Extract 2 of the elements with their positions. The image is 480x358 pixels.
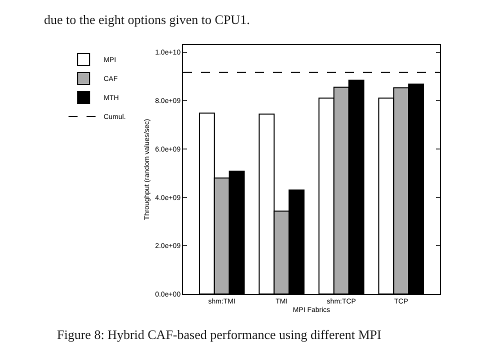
text: due to the eight options given to CPU1. [44,12,250,27]
caption: Figure 8: Hybrid CAF-based performance using different MPI [57,327,382,342]
